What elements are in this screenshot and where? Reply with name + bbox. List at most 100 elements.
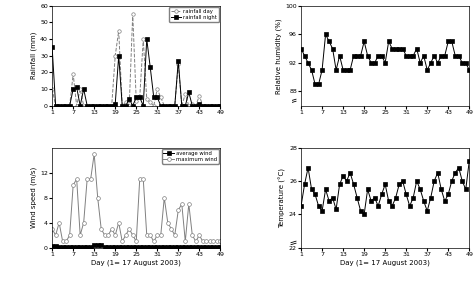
average wind	[53, 245, 58, 248]
rainfall day	[130, 12, 136, 16]
rainfall night	[105, 104, 111, 107]
maximum wind	[91, 152, 97, 156]
rainfall night	[53, 104, 58, 107]
rainfall night	[88, 104, 93, 107]
maximum wind	[95, 196, 100, 199]
rainfall day	[196, 94, 202, 97]
rainfall day	[84, 104, 90, 107]
maximum wind	[109, 227, 115, 231]
rainfall day	[168, 104, 174, 107]
average wind	[175, 245, 181, 249]
maximum wind	[144, 234, 150, 237]
average wind	[144, 245, 150, 249]
rainfall night	[200, 104, 206, 107]
average wind	[193, 245, 199, 249]
rainfall day	[109, 104, 115, 107]
average wind	[123, 245, 128, 249]
Y-axis label: Temperature (°C): Temperature (°C)	[279, 168, 286, 228]
average wind	[214, 245, 219, 249]
average wind	[133, 245, 139, 249]
rainfall day	[158, 96, 164, 99]
average wind	[172, 245, 178, 249]
maximum wind	[84, 177, 90, 181]
maximum wind	[193, 240, 199, 243]
rainfall day	[218, 104, 223, 107]
average wind	[140, 245, 146, 249]
rainfall night	[130, 104, 136, 107]
average wind	[60, 245, 65, 249]
rainfall day	[127, 104, 132, 107]
rainfall day	[70, 72, 76, 76]
average wind	[162, 245, 167, 249]
rainfall night	[98, 104, 104, 107]
rainfall night	[151, 96, 156, 99]
average wind	[218, 245, 223, 249]
rainfall day	[60, 104, 65, 107]
rainfall night	[64, 104, 69, 107]
rainfall day	[56, 104, 62, 107]
maximum wind	[182, 240, 188, 243]
maximum wind	[130, 234, 136, 237]
rainfall night	[116, 54, 121, 58]
rainfall day	[77, 87, 83, 91]
rainfall night	[162, 104, 167, 107]
maximum wind	[158, 234, 164, 237]
rainfall night	[119, 104, 125, 107]
maximum wind	[137, 177, 143, 181]
average wind	[168, 245, 174, 249]
average wind	[67, 245, 73, 249]
rainfall day	[81, 104, 87, 107]
rainfall day	[210, 104, 216, 107]
rainfall night	[147, 66, 153, 69]
maximum wind	[214, 240, 219, 243]
rainfall day	[67, 104, 73, 107]
average wind	[179, 245, 185, 249]
maximum wind	[175, 209, 181, 212]
rainfall day	[186, 104, 191, 107]
average wind	[151, 245, 156, 249]
rainfall day	[190, 102, 195, 106]
Y-axis label: Rainfall (mm): Rainfall (mm)	[31, 32, 37, 79]
rainfall night	[95, 104, 100, 107]
Legend: rainfall day, rainfall night: rainfall day, rainfall night	[169, 7, 219, 22]
average wind	[203, 245, 209, 249]
maximum wind	[105, 234, 111, 237]
average wind	[210, 245, 216, 249]
rainfall night	[214, 104, 219, 107]
rainfall night	[56, 104, 62, 107]
rainfall day	[151, 104, 156, 107]
maximum wind	[98, 227, 104, 231]
maximum wind	[123, 234, 128, 237]
maximum wind	[203, 240, 209, 243]
rainfall night	[186, 91, 191, 94]
maximum wind	[151, 240, 156, 243]
average wind	[95, 243, 100, 246]
rainfall day	[200, 104, 206, 107]
rainfall day	[214, 104, 219, 107]
maximum wind	[165, 221, 171, 224]
rainfall day	[207, 104, 213, 107]
rainfall night	[102, 104, 108, 107]
Line: average wind: average wind	[51, 243, 222, 249]
average wind	[127, 245, 132, 249]
maximum wind	[168, 227, 174, 231]
rainfall day	[193, 104, 199, 107]
rainfall night	[140, 104, 146, 107]
maximum wind	[64, 240, 69, 243]
rainfall day	[123, 101, 128, 104]
rainfall night	[67, 104, 73, 107]
average wind	[56, 245, 62, 249]
average wind	[186, 245, 191, 249]
average wind	[88, 245, 93, 249]
maximum wind	[200, 240, 206, 243]
rainfall day	[133, 99, 139, 103]
rainfall day	[203, 104, 209, 107]
average wind	[84, 245, 90, 249]
rainfall day	[137, 96, 143, 99]
rainfall night	[182, 104, 188, 107]
rainfall night	[137, 96, 143, 99]
rainfall night	[168, 104, 174, 107]
rainfall day	[98, 104, 104, 107]
rainfall night	[144, 37, 150, 41]
average wind	[158, 245, 164, 249]
